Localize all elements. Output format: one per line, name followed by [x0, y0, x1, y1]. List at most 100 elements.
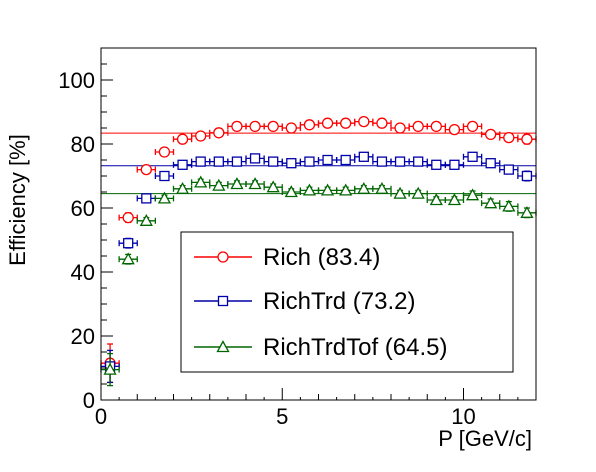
data-point: [282, 187, 300, 197]
data-point: [355, 183, 373, 193]
data-point: [210, 157, 228, 166]
data-point: [264, 121, 282, 131]
legend-marker: [218, 252, 228, 262]
data-point: [264, 182, 282, 192]
data-point: [373, 157, 391, 166]
data-point: [500, 165, 518, 174]
point-marker: [504, 165, 513, 174]
point-marker: [196, 131, 206, 141]
data-point: [300, 157, 318, 166]
y-tick-label: 40: [71, 260, 95, 285]
point-marker: [232, 121, 242, 131]
data-point: [427, 195, 445, 205]
data-point: [337, 118, 355, 128]
point-marker: [468, 121, 478, 131]
data-point: [155, 172, 173, 181]
point-marker: [124, 239, 133, 248]
data-point: [518, 207, 536, 217]
point-marker: [159, 147, 169, 157]
point-marker: [123, 213, 133, 223]
point-marker: [522, 134, 532, 144]
y-tick-label: 20: [71, 324, 95, 349]
point-marker: [359, 152, 368, 161]
x-axis-label: P [GeV/c]: [438, 426, 532, 451]
point-marker: [431, 121, 441, 131]
data-point: [464, 152, 482, 161]
data-point: [174, 134, 192, 144]
point-marker: [395, 123, 405, 133]
point-marker: [486, 159, 495, 168]
point-marker: [141, 165, 151, 175]
point-marker: [341, 118, 351, 128]
legend-label: RichTrd (73.2): [263, 288, 415, 315]
data-point: [391, 157, 409, 166]
data-point: [137, 194, 155, 203]
y-tick-label: 80: [71, 132, 95, 157]
point-marker: [377, 157, 386, 166]
data-point: [192, 157, 210, 166]
point-marker: [323, 118, 333, 128]
point-marker: [268, 121, 278, 131]
point-marker: [396, 157, 405, 166]
point-marker: [468, 152, 477, 161]
point-marker: [504, 133, 514, 143]
data-point: [228, 157, 246, 166]
data-point: [482, 129, 500, 139]
data-point: [482, 159, 500, 168]
data-point: [427, 121, 445, 131]
point-marker: [250, 121, 260, 131]
point-marker: [178, 134, 188, 144]
data-point: [119, 213, 137, 223]
point-marker: [142, 194, 151, 203]
point-marker: [286, 123, 296, 133]
point-marker: [359, 117, 369, 127]
data-point: [300, 120, 318, 130]
point-marker: [269, 157, 278, 166]
data-point: [355, 117, 373, 127]
data-point: [228, 179, 246, 189]
point-marker: [414, 157, 423, 166]
data-point: [282, 159, 300, 168]
data-point: [409, 157, 427, 166]
data-point: [210, 128, 228, 138]
data-point: [246, 154, 264, 163]
point-marker: [323, 156, 332, 165]
legend-marker: [219, 297, 228, 306]
point-marker: [304, 120, 314, 130]
x-tick-label: 5: [276, 404, 288, 429]
data-point: [210, 180, 228, 190]
data-point: [155, 147, 173, 157]
y-tick-label: 0: [83, 388, 95, 413]
point-marker: [178, 160, 187, 169]
point-marker: [449, 125, 459, 135]
data-point: [427, 160, 445, 169]
data-point: [264, 157, 282, 166]
data-point: [409, 121, 427, 131]
point-marker: [377, 118, 387, 128]
point-marker: [413, 121, 423, 131]
data-point: [282, 123, 300, 133]
data-point: [464, 190, 482, 200]
point-marker: [486, 129, 496, 139]
data-point: [337, 156, 355, 165]
data-point: [246, 179, 264, 189]
point-marker: [522, 172, 531, 181]
point-marker: [214, 128, 224, 138]
point-marker: [160, 172, 169, 181]
data-point: [500, 201, 518, 211]
data-point: [119, 254, 137, 264]
y-tick-label: 60: [71, 196, 95, 221]
y-axis-label: Efficiency [%]: [5, 134, 30, 266]
legend: Rich (83.4) RichTrd (73.2) RichTrdTof (64.…: [181, 232, 513, 372]
y-tick-label: 100: [58, 68, 95, 93]
data-point: [409, 188, 427, 198]
point-marker: [251, 154, 260, 163]
data-point: [391, 188, 409, 198]
data-point: [192, 177, 210, 187]
point-marker: [196, 157, 205, 166]
data-point: [445, 160, 463, 169]
x-axis-ticks: 0 5 10: [95, 388, 536, 429]
data-point: [373, 118, 391, 128]
data-point: [119, 238, 137, 248]
